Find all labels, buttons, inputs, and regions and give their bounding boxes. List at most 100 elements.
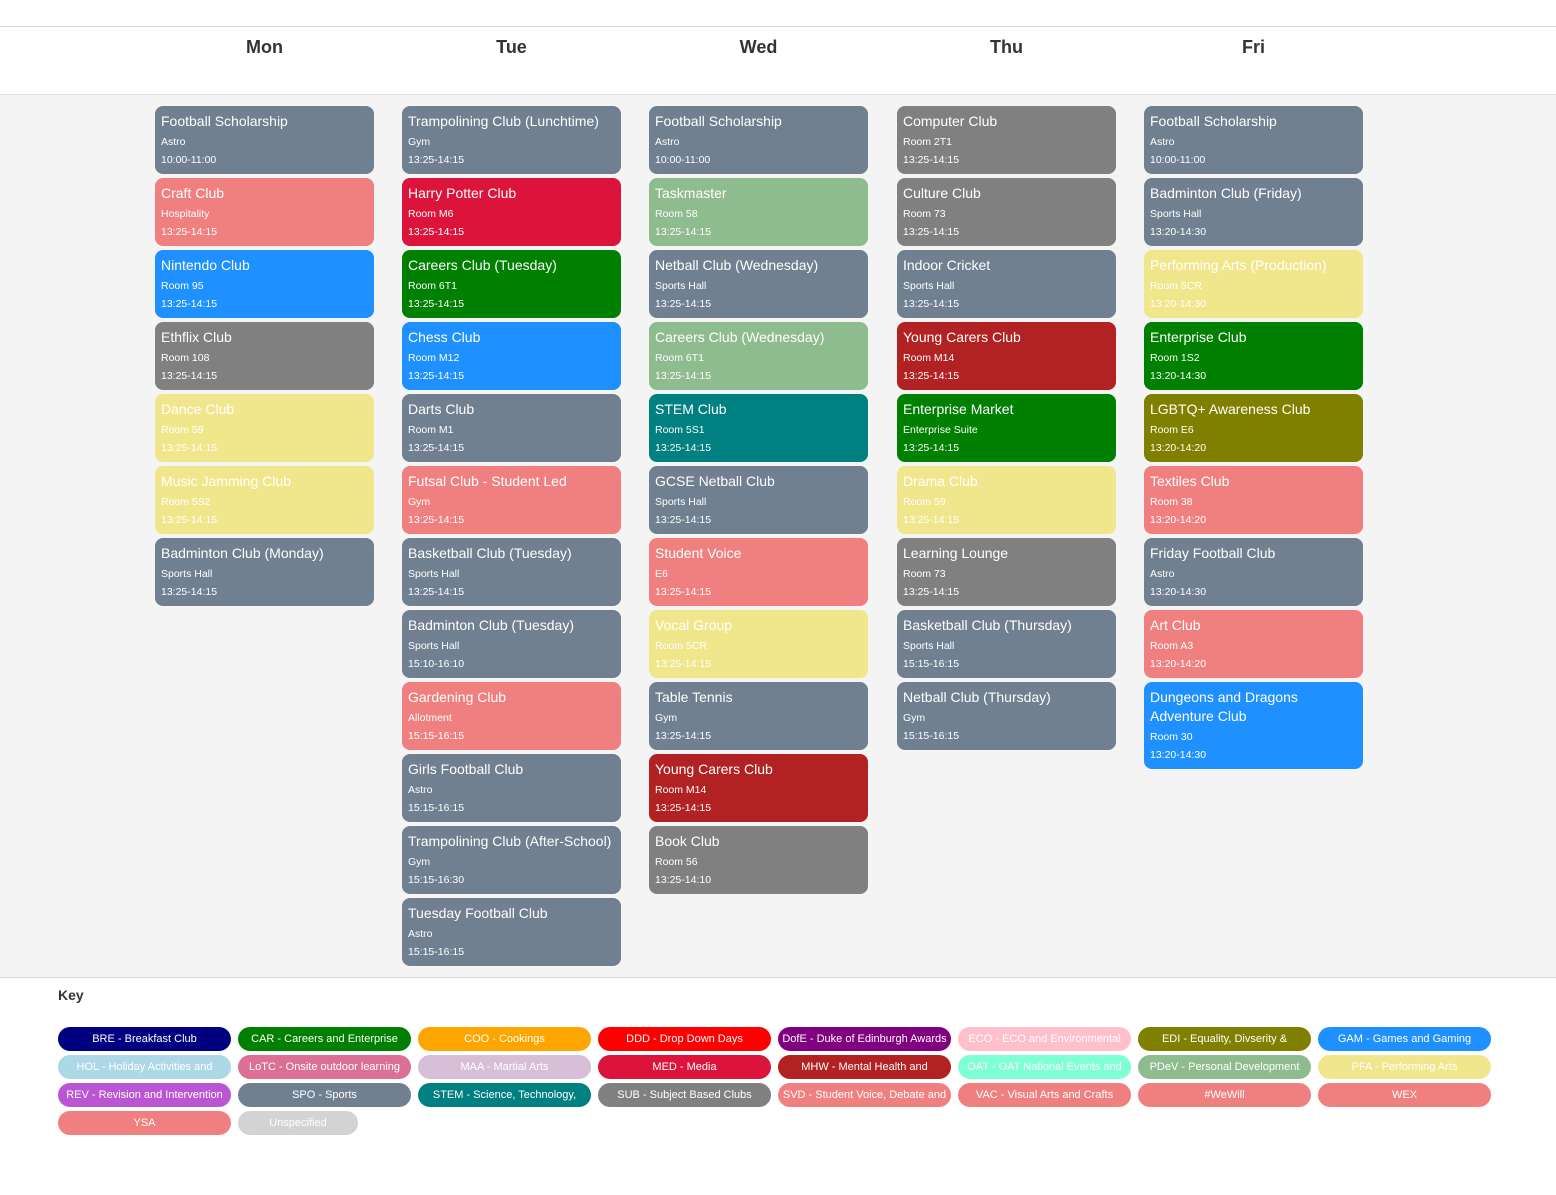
event-time: 13:25-14:15 — [161, 514, 218, 526]
key-chip[interactable]: DDD - Drop Down Days — [598, 1027, 771, 1051]
key-chip[interactable]: COO - Cookings — [418, 1027, 591, 1051]
event-card[interactable]: Young Carers Club Room M14 13:25-14:15 — [897, 322, 1116, 390]
key-chip[interactable]: OAT - OAT National Events and — [958, 1055, 1131, 1079]
event-room: E6 — [655, 568, 668, 580]
key-chip[interactable]: YSA — [58, 1111, 231, 1135]
event-card[interactable]: Futsal Club - Student Led Gym 13:25-14:15 — [402, 466, 621, 534]
event-room: Gym — [408, 136, 431, 148]
event-card[interactable]: Netball Club (Thursday) Gym 15:15-16:15 — [897, 682, 1116, 750]
event-card[interactable]: Textiles Club Room 38 13:20-14:20 — [1144, 466, 1363, 534]
event-card[interactable]: Enterprise Market Enterprise Suite 13:25-1… — [897, 394, 1116, 462]
event-card[interactable]: Dungeons and Dragons Adventure Club Room … — [1144, 682, 1363, 769]
event-time: 10:00-11:00 — [1150, 154, 1206, 166]
event-card[interactable]: Culture Club Room 73 13:25-14:15 — [897, 178, 1116, 246]
key-chip[interactable]: DofE - Duke of Edinburgh Awards — [778, 1027, 951, 1051]
event-card[interactable]: Craft Club Hospitality 13:25-14:15 — [155, 178, 374, 246]
event-card[interactable]: Music Jamming Club Room 5S2 13:25-14:15 — [155, 466, 374, 534]
column-tue: Trampolining Club (Lunchtime) Gym 13:25-14… — [402, 106, 621, 970]
event-title: Performing Arts (Production) — [1150, 257, 1327, 273]
event-title: Young Carers Club — [903, 329, 1021, 345]
event-card[interactable]: Nintendo Club Room 95 13:25-14:15 — [155, 250, 374, 318]
event-time: 13:25-14:15 — [161, 370, 218, 382]
day-header: Mon Tue Wed Thu Fri — [0, 27, 1556, 95]
key-chip[interactable]: MAA - Martial Arts — [418, 1055, 591, 1079]
event-time: 13:25-14:15 — [161, 586, 218, 598]
key-chip[interactable]: Unspecified — [238, 1111, 358, 1135]
event-card[interactable]: Gardening Club Allotment 15:15-16:15 — [402, 682, 621, 750]
event-card[interactable]: Art Club Room A3 13:20-14:20 — [1144, 610, 1363, 678]
event-card[interactable]: Learning Lounge Room 73 13:25-14:15 — [897, 538, 1116, 606]
event-title: Trampolining Club (After-School) — [408, 833, 612, 849]
key-chip[interactable]: HOL - Holiday Activities and — [58, 1055, 231, 1079]
event-room: Gym — [655, 712, 678, 724]
event-time: 13:25-14:15 — [903, 514, 960, 526]
event-card[interactable]: Girls Football Club Astro 15:15-16:15 — [402, 754, 621, 822]
event-card[interactable]: Enterprise Club Room 1S2 13:20-14:30 — [1144, 322, 1363, 390]
event-card[interactable]: Vocal Group Room 5CR 13:25-14:15 — [649, 610, 868, 678]
key-chip[interactable]: STEM - Science, Technology, — [418, 1083, 591, 1107]
event-room: Room 73 — [903, 568, 946, 580]
key-chip[interactable]: EDI - Equality, Divserity & — [1138, 1027, 1311, 1051]
key-chip[interactable]: SPO - Sports — [238, 1083, 411, 1107]
key-chip[interactable]: BRE - Breakfast Club — [58, 1027, 231, 1051]
event-card[interactable]: Friday Football Club Astro 13:20-14:30 — [1144, 538, 1363, 606]
event-card[interactable]: Badminton Club (Tuesday) Sports Hall 15:10… — [402, 610, 621, 678]
event-card[interactable]: Badminton Club (Friday) Sports Hall 13:20-… — [1144, 178, 1363, 246]
event-card[interactable]: Student Voice E6 13:25-14:15 — [649, 538, 868, 606]
event-title: Music Jamming Club — [161, 473, 291, 489]
event-time: 15:10-16:10 — [408, 658, 465, 670]
event-time: 15:15-16:15 — [903, 658, 960, 670]
event-card[interactable]: Ethflix Club Room 108 13:25-14:15 — [155, 322, 374, 390]
event-card[interactable]: Dance Club Room 59 13:25-14:15 — [155, 394, 374, 462]
event-card[interactable]: Badminton Club (Monday) Sports Hall 13:25-… — [155, 538, 374, 606]
event-card[interactable]: Basketball Club (Tuesday) Sports Hall 13:2… — [402, 538, 621, 606]
event-card[interactable]: Book Club Room 56 13:25-14:10 — [649, 826, 868, 894]
event-card[interactable]: Football Scholarship Astro 10:00-11:00 — [155, 106, 374, 174]
event-card[interactable]: Taskmaster Room 58 13:25-14:15 — [649, 178, 868, 246]
key-chip[interactable]: LoTC - Onsite outdoor learning — [238, 1055, 411, 1079]
event-time: 13:25-14:15 — [161, 442, 218, 454]
event-card[interactable]: Chess Club Room M12 13:25-14:15 — [402, 322, 621, 390]
event-time: 13:25-14:15 — [408, 514, 465, 526]
event-room: Sports Hall — [161, 568, 213, 580]
event-card[interactable]: Careers Club (Tuesday) Room 6T1 13:25-14:1… — [402, 250, 621, 318]
event-card[interactable]: LGBTQ+ Awareness Club Room E6 13:20-14:20 — [1144, 394, 1363, 462]
key-chip[interactable]: SUB - Subject Based Clubs — [598, 1083, 771, 1107]
key-chip[interactable]: CAR - Careers and Enterprise — [238, 1027, 411, 1051]
key-chip[interactable]: SVD - Student Voice, Debate and — [778, 1083, 951, 1107]
event-card[interactable]: Darts Club Room M1 13:25-14:15 — [402, 394, 621, 462]
day-header-tue: Tue — [496, 37, 527, 57]
key-chip[interactable]: MED - Media — [598, 1055, 771, 1079]
event-card[interactable]: Harry Potter Club Room M6 13:25-14:15 — [402, 178, 621, 246]
event-title: Badminton Club (Friday) — [1150, 185, 1302, 201]
key-chip[interactable]: MHW - Mental Health and — [778, 1055, 951, 1079]
event-card[interactable]: Netball Club (Wednesday) Sports Hall 13:25… — [649, 250, 868, 318]
event-card[interactable]: Young Carers Club Room M14 13:25-14:15 — [649, 754, 868, 822]
key-chip[interactable]: REV - Revision and Intervention — [58, 1083, 231, 1107]
event-card[interactable]: Drama Club Room 59 13:25-14:15 — [897, 466, 1116, 534]
event-card[interactable]: GCSE Netball Club Sports Hall 13:25-14:15 — [649, 466, 868, 534]
key-chip[interactable]: PDeV - Personal Development — [1138, 1055, 1311, 1079]
event-card[interactable]: Trampolining Club (Lunchtime) Gym 13:25-14… — [402, 106, 621, 174]
key-chip[interactable]: VAC - Visual Arts and Crafts — [958, 1083, 1131, 1107]
event-card[interactable]: Tuesday Football Club Astro 15:15-16:15 — [402, 898, 621, 966]
event-card[interactable]: STEM Club Room 5S1 13:25-14:15 — [649, 394, 868, 462]
event-room: Sports Hall — [408, 568, 460, 580]
key-chip[interactable]: GAM - Games and Gaming — [1318, 1027, 1491, 1051]
event-card[interactable]: Football Scholarship Astro 10:00-11:00 — [649, 106, 868, 174]
day-header-thu: Thu — [990, 37, 1023, 57]
key-chip[interactable]: ECO - ECO and Environmental — [958, 1027, 1131, 1051]
event-card[interactable]: Indoor Cricket Sports Hall 13:25-14:15 — [897, 250, 1116, 318]
key-chip[interactable]: #WeWill — [1138, 1083, 1311, 1107]
event-card[interactable]: Trampolining Club (After-School) Gym 15:15… — [402, 826, 621, 894]
key-chip[interactable]: WEX — [1318, 1083, 1491, 1107]
event-card[interactable]: Basketball Club (Thursday) Sports Hall 15:… — [897, 610, 1116, 678]
event-card[interactable]: Careers Club (Wednesday) Room 6T1 13:25-14… — [649, 322, 868, 390]
event-card[interactable]: Computer Club Room 2T1 13:25-14:15 — [897, 106, 1116, 174]
event-title: Art Club — [1150, 617, 1201, 633]
event-room: Room 58 — [655, 208, 698, 220]
event-card[interactable]: Table Tennis Gym 13:25-14:15 — [649, 682, 868, 750]
key-chip[interactable]: PFA - Performing Arts — [1318, 1055, 1491, 1079]
event-card[interactable]: Football Scholarship Astro 10:00-11:00 — [1144, 106, 1363, 174]
event-card[interactable]: Performing Arts (Production) Room 5CR 13:2… — [1144, 250, 1363, 318]
